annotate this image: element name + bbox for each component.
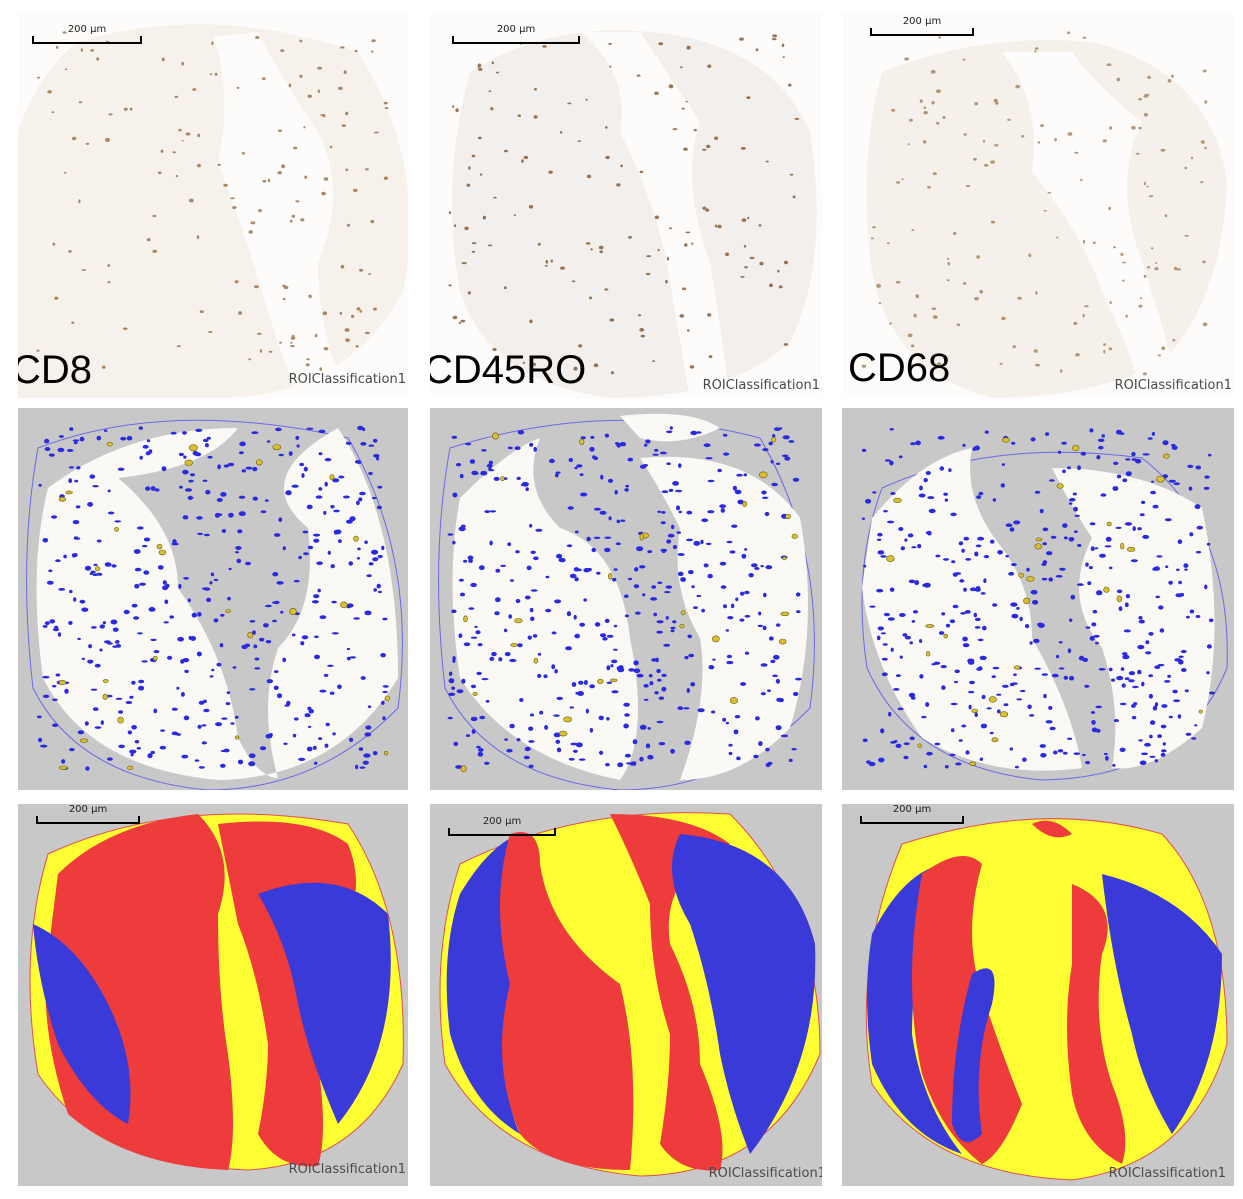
marker-label-cd68: CD68 bbox=[848, 346, 951, 390]
detection-core-cd68 bbox=[842, 408, 1234, 790]
scale-bar-label: 200 µm bbox=[902, 16, 942, 27]
classification-core-cd8-image bbox=[29, 813, 404, 1171]
detection-core-cd68-image bbox=[861, 428, 1228, 781]
roi-label: ROIClassification1 bbox=[288, 372, 406, 387]
roi-label: ROIClassification1 bbox=[1114, 378, 1232, 393]
classification-core-cd8: 200 µm ROIClassification1 bbox=[18, 804, 408, 1186]
stained-core-cd68: 200 µm CD68 ROIClassification1 bbox=[842, 12, 1234, 398]
scale-bar: 200 µm bbox=[452, 24, 580, 44]
roi-label: ROIClassification1 bbox=[702, 378, 820, 393]
detection-core-cd8 bbox=[18, 408, 408, 790]
scale-bar: 200 µm bbox=[32, 24, 142, 44]
stained-core-cd45ro: 200 µm CD45RO ROIClassification1 bbox=[430, 12, 822, 398]
roi-label: ROIClassification1 bbox=[1108, 1166, 1226, 1181]
classification-core-cd45ro: 200 µm ROIClassification1 bbox=[430, 804, 822, 1186]
detection-core-cd45ro bbox=[430, 408, 822, 790]
scale-bar: 200 µm bbox=[448, 816, 556, 836]
scale-bar: 200 µm bbox=[870, 16, 974, 36]
stained-core-cd8: 200 µm CD8 ROIClassification1 bbox=[18, 12, 408, 398]
roi-label: ROIClassification1 bbox=[288, 1162, 406, 1177]
marker-label-cd8: CD8 bbox=[18, 348, 93, 392]
scale-bar-label: 200 µm bbox=[892, 804, 932, 815]
detection-core-cd45ro-image bbox=[438, 413, 815, 790]
scale-bar-label: 200 µm bbox=[496, 24, 536, 35]
stained-core-cd8-image bbox=[18, 24, 408, 398]
classification-core-cd68: 200 µm ROIClassification1 bbox=[842, 804, 1234, 1186]
detection-core-cd8-image bbox=[26, 419, 403, 790]
scale-bar: 200 µm bbox=[36, 804, 140, 824]
scale-bar-label: 200 µm bbox=[67, 24, 107, 35]
stained-core-cd68-image bbox=[861, 31, 1227, 398]
roi-label: ROIClassification1 bbox=[708, 1166, 822, 1181]
classification-core-cd68-image bbox=[865, 818, 1228, 1181]
marker-label-cd45ro: CD45RO bbox=[430, 348, 587, 392]
classification-core-cd45ro-image bbox=[439, 812, 821, 1177]
scale-bar-label: 200 µm bbox=[68, 804, 108, 815]
scale-bar: 200 µm bbox=[860, 804, 964, 824]
stained-core-cd45ro-image bbox=[448, 30, 817, 398]
scale-bar-label: 200 µm bbox=[482, 816, 522, 827]
